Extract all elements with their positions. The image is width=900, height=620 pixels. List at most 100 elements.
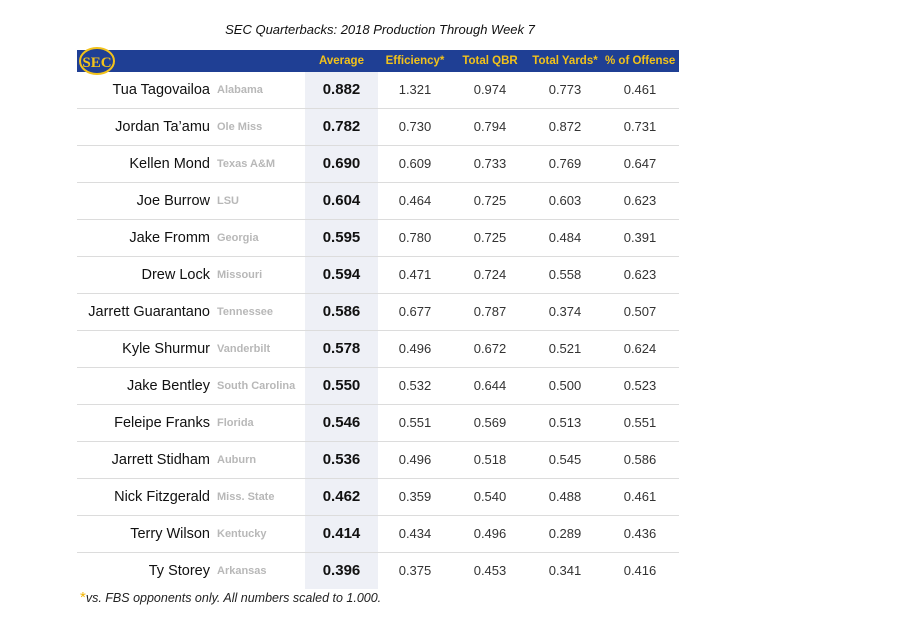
total-yards-value: 0.773 <box>548 82 582 97</box>
average-cell-bg <box>305 72 378 108</box>
total-qbr-value: 0.724 <box>473 267 507 282</box>
chart-title: SEC Quarterbacks: 2018 Production Throug… <box>225 22 535 37</box>
average-cell-bg <box>305 442 378 478</box>
col-header-efficiency: Efficiency* <box>385 55 445 67</box>
efficiency-value: 1.321 <box>398 82 432 97</box>
table-row: Jake Bentley South Carolina 0.550 0.532 0.64… <box>77 368 679 405</box>
player-name: Tua Tagovailoa <box>112 82 210 98</box>
team-name: Florida <box>217 417 254 429</box>
table-row: Tua Tagovailoa Alabama 0.882 1.321 0.974 0.77… <box>77 72 679 109</box>
average-cell-bg <box>305 331 378 367</box>
table-row: Joe Burrow LSU 0.604 0.464 0.725 0.603 0.623 <box>77 183 679 220</box>
average-value: 0.462 <box>322 488 361 505</box>
total-qbr-value: 0.794 <box>473 119 507 134</box>
total-qbr-value: 0.644 <box>473 378 507 393</box>
efficiency-value: 0.532 <box>398 378 432 393</box>
total-qbr-value: 0.496 <box>473 526 507 541</box>
player-name: Nick Fitzgerald <box>114 489 210 505</box>
efficiency-value: 0.551 <box>398 415 432 430</box>
total-qbr-value: 0.974 <box>473 82 507 97</box>
team-name: Miss. State <box>217 491 275 503</box>
total-yards-value: 0.769 <box>548 156 582 171</box>
col-header-total-qbr: Total QBR <box>462 55 518 67</box>
total-qbr-value: 0.540 <box>473 489 507 504</box>
total-yards-value: 0.545 <box>548 452 582 467</box>
average-cell-bg <box>305 146 378 182</box>
pct-offense-value: 0.416 <box>623 563 657 578</box>
table-row: Kyle Shurmur Vanderbilt 0.578 0.496 0.672 0.5… <box>77 331 679 368</box>
total-qbr-value: 0.725 <box>473 230 507 245</box>
total-yards-value: 0.500 <box>548 378 582 393</box>
pct-offense-value: 0.551 <box>623 415 657 430</box>
pct-offense-value: 0.436 <box>623 526 657 541</box>
footnote: *vs. FBS opponents only. All numbers sca… <box>80 589 381 606</box>
pct-offense-value: 0.647 <box>623 156 657 171</box>
team-name: Missouri <box>217 269 263 281</box>
efficiency-value: 0.375 <box>398 563 432 578</box>
average-value: 0.604 <box>322 192 361 209</box>
total-qbr-value: 0.733 <box>473 156 507 171</box>
average-value: 0.882 <box>322 81 361 98</box>
team-name: Ole Miss <box>217 121 263 133</box>
table-row: Jarrett Guarantano Tennessee 0.586 0.677 0.7… <box>77 294 679 331</box>
sec-logo-text: SEC <box>82 55 111 71</box>
total-yards-value: 0.341 <box>548 563 582 578</box>
efficiency-value: 0.359 <box>398 489 432 504</box>
team-name: Georgia <box>217 232 259 244</box>
team-name: Vanderbilt <box>217 343 271 355</box>
average-value: 0.550 <box>322 377 361 394</box>
player-name: Jake Bentley <box>126 378 210 394</box>
table-row: Jake Fromm Georgia 0.595 0.780 0.725 0.484 0.3… <box>77 220 679 257</box>
player-name: Feleipe Franks <box>114 415 210 431</box>
total-yards-value: 0.872 <box>548 119 582 134</box>
col-header-average: Average <box>319 55 364 67</box>
total-qbr-value: 0.569 <box>473 415 507 430</box>
average-value: 0.586 <box>322 303 361 320</box>
team-name: Auburn <box>217 454 257 466</box>
average-cell-bg <box>305 479 378 515</box>
average-cell-bg <box>305 257 378 293</box>
average-value: 0.595 <box>322 229 361 246</box>
average-cell-bg <box>305 368 378 404</box>
efficiency-value: 0.609 <box>398 156 432 171</box>
player-name: Kyle Shurmur <box>122 341 210 357</box>
sec-logo: SEC <box>79 47 115 75</box>
table-row: Ty Storey Arkansas 0.396 0.375 0.453 0.341 0.4… <box>77 553 679 589</box>
col-header-total-yards: Total Yards* <box>532 55 598 67</box>
table-row: Feleipe Franks Florida 0.546 0.551 0.569 0.51… <box>77 405 679 442</box>
average-cell-bg <box>305 183 378 219</box>
total-yards-value: 0.558 <box>548 267 582 282</box>
average-value: 0.546 <box>322 414 361 431</box>
average-cell-bg <box>305 109 378 145</box>
total-yards-value: 0.513 <box>548 415 582 430</box>
efficiency-value: 0.496 <box>398 341 432 356</box>
team-name: Arkansas <box>217 565 267 577</box>
pct-offense-value: 0.461 <box>623 82 657 97</box>
player-name: Joe Burrow <box>136 193 210 209</box>
team-name: Texas A&M <box>217 158 276 170</box>
average-value: 0.536 <box>322 451 361 468</box>
player-name: Jarrett Guarantano <box>88 304 210 320</box>
efficiency-value: 0.730 <box>398 119 432 134</box>
average-cell-bg <box>305 553 378 589</box>
player-name: Jake Fromm <box>129 230 210 246</box>
total-qbr-value: 0.453 <box>473 563 507 578</box>
average-value: 0.578 <box>322 340 361 357</box>
pct-offense-value: 0.586 <box>623 452 657 467</box>
efficiency-value: 0.434 <box>398 526 432 541</box>
total-qbr-value: 0.518 <box>473 452 507 467</box>
average-cell-bg <box>305 294 378 330</box>
average-cell-bg <box>305 516 378 552</box>
efficiency-value: 0.471 <box>398 267 432 282</box>
total-yards-value: 0.484 <box>548 230 582 245</box>
pct-offense-value: 0.523 <box>623 378 657 393</box>
average-cell-bg <box>305 405 378 441</box>
table-body: Tua Tagovailoa Alabama 0.882 1.321 0.974 0.77… <box>77 72 679 589</box>
pct-offense-value: 0.391 <box>623 230 657 245</box>
efficiency-value: 0.677 <box>398 304 432 319</box>
col-header-pct-offense: % of Offense <box>605 55 676 67</box>
team-name: LSU <box>217 195 239 207</box>
table-row: Terry Wilson Kentucky 0.414 0.434 0.496 0.289… <box>77 516 679 553</box>
total-yards-value: 0.488 <box>548 489 582 504</box>
average-value: 0.690 <box>322 155 361 172</box>
